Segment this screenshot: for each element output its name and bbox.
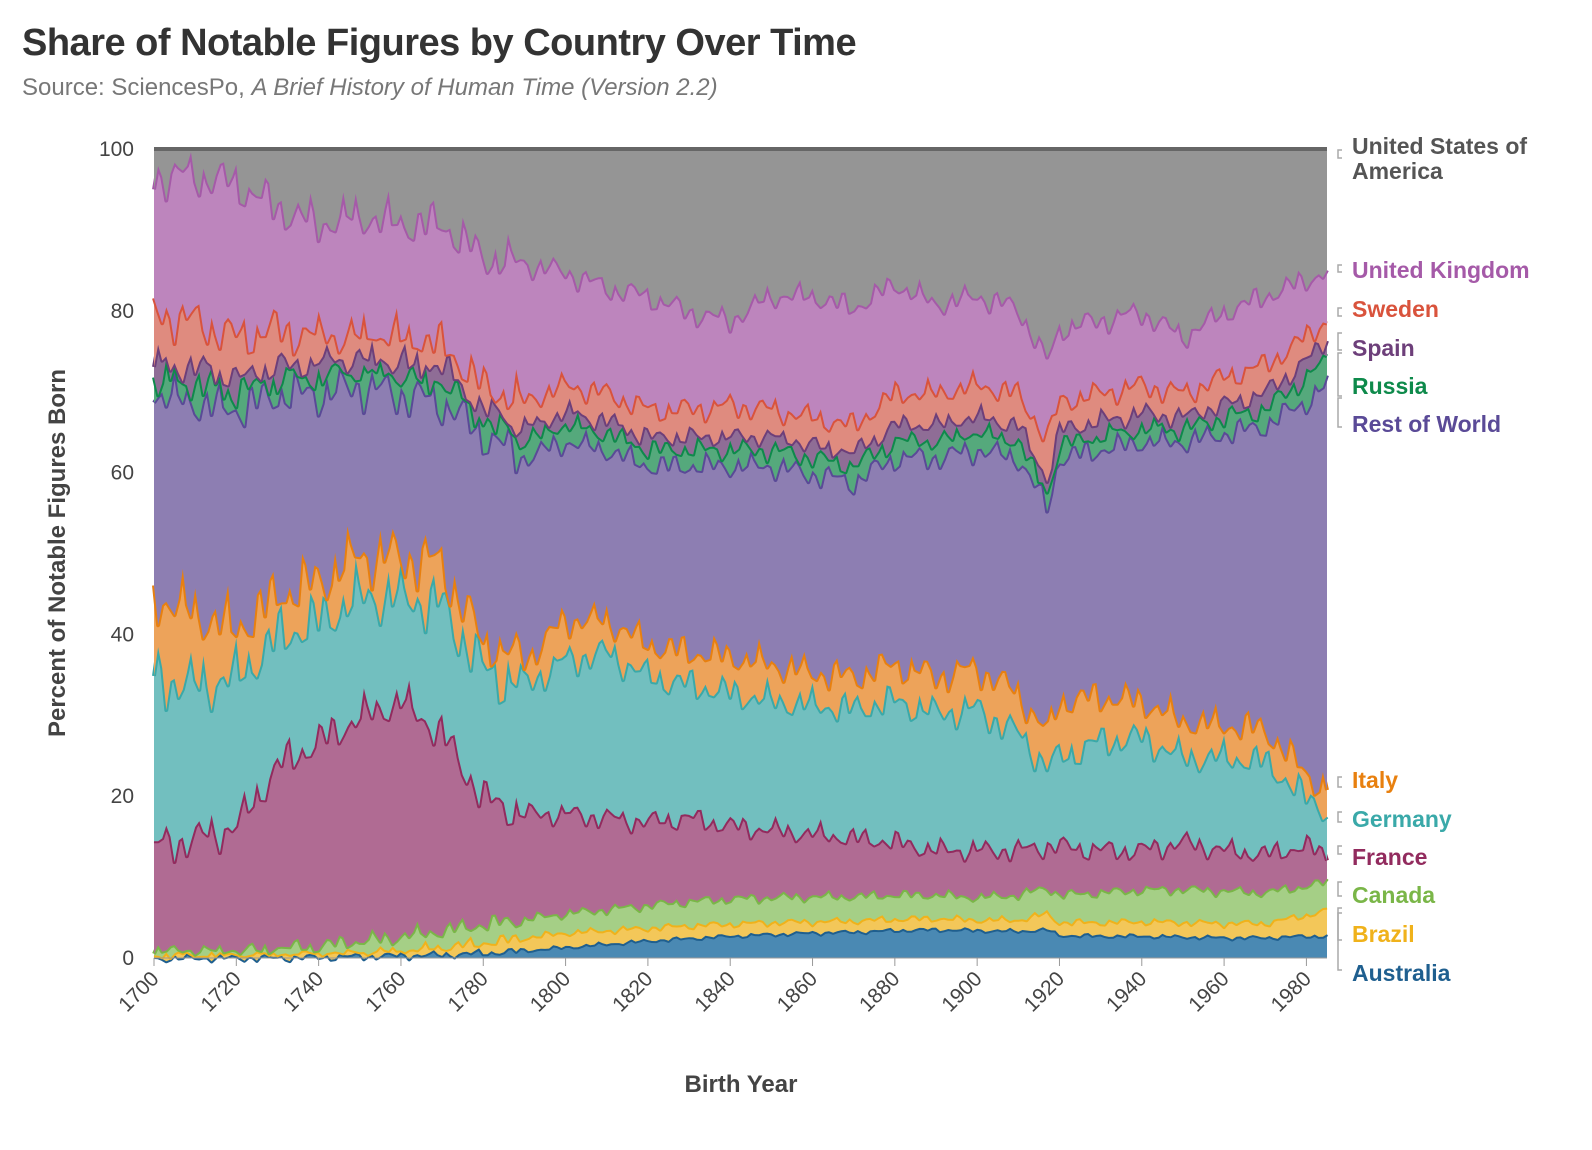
label-connector [1337, 307, 1342, 317]
area-united-states-of-america [154, 149, 1327, 358]
label-united-states-of-america: United States of America [1352, 133, 1527, 184]
label-russia: Russia [1352, 373, 1428, 399]
label-united-kingdom: United Kingdom [1352, 257, 1530, 283]
label-sweden: Sweden [1352, 296, 1439, 322]
x-tick-label: 1760 [361, 967, 410, 1016]
label-connector [1337, 352, 1342, 397]
label-australia: Australia [1352, 960, 1451, 986]
x-tick-label: 1920 [1020, 967, 1069, 1016]
area-sweden [154, 298, 1327, 482]
label-connector [1337, 332, 1342, 351]
area-series-layer [152, 147, 1329, 964]
x-tick-label: 1980 [1267, 967, 1316, 1016]
area-brazil [154, 907, 1327, 962]
subtitle-source: Source: SciencesPo, [22, 74, 252, 101]
y-tick-label: 20 [111, 785, 134, 808]
x-tick-label: 1940 [1102, 967, 1151, 1016]
label-connector [1337, 881, 1342, 897]
label-connector [1337, 811, 1342, 823]
label-connector [1337, 776, 1342, 788]
y-axis-title: Percent of Notable Figures Born [44, 369, 71, 737]
x-tick-label: 1840 [690, 967, 739, 1016]
chart-title: Share of Notable Figures by Country Over… [22, 22, 857, 64]
area-spain [154, 340, 1327, 493]
x-tick-label: 1860 [773, 967, 822, 1016]
label-connector [1337, 912, 1342, 971]
x-tick-label: 1700 [114, 967, 163, 1016]
y-tick-label: 100 [99, 138, 134, 161]
x-tick-label: 1820 [608, 967, 657, 1016]
label-canada: Canada [1352, 882, 1435, 908]
x-tick-label: 1720 [197, 967, 246, 1016]
label-connector [1337, 149, 1342, 159]
label-germany: Germany [1352, 806, 1452, 832]
x-tick-label: 1740 [279, 967, 328, 1016]
label-connector [1337, 845, 1342, 855]
label-connector [1337, 264, 1342, 273]
x-tick-label: 1800 [526, 967, 575, 1016]
area-germany [154, 558, 1327, 862]
subtitle-publication: A Brief History of Human Time (Version 2… [251, 74, 718, 101]
label-italy: Italy [1352, 767, 1398, 793]
y-tick-label: 40 [111, 623, 134, 646]
area-united-kingdom [154, 152, 1327, 441]
label-spain: Spain [1352, 335, 1415, 361]
x-tick-label: 1780 [444, 967, 493, 1016]
label-france: France [1352, 844, 1427, 870]
area-rest-of-world [154, 366, 1327, 795]
chart-subtitle: Source: SciencesPo, A Brief History of H… [22, 74, 718, 102]
y-tick-label: 0 [122, 947, 134, 970]
series-labels: United States of America United Kingdom Swe… [1337, 133, 1530, 986]
area-russia [154, 354, 1327, 512]
x-tick-label: 1900 [937, 967, 986, 1016]
label-connector [1337, 397, 1342, 428]
area-italy [154, 526, 1327, 821]
y-tick-label: 80 [111, 300, 134, 323]
area-canada [154, 878, 1327, 958]
x-axis-title: Birth Year [685, 1071, 798, 1098]
area-france [154, 680, 1327, 955]
label-brazil: Brazil [1352, 921, 1415, 947]
y-tick-label: 60 [111, 462, 134, 485]
x-tick-label: 1960 [1184, 967, 1233, 1016]
x-tick-label: 1880 [855, 967, 904, 1016]
label-rest-of-world: Rest of World [1352, 411, 1501, 437]
